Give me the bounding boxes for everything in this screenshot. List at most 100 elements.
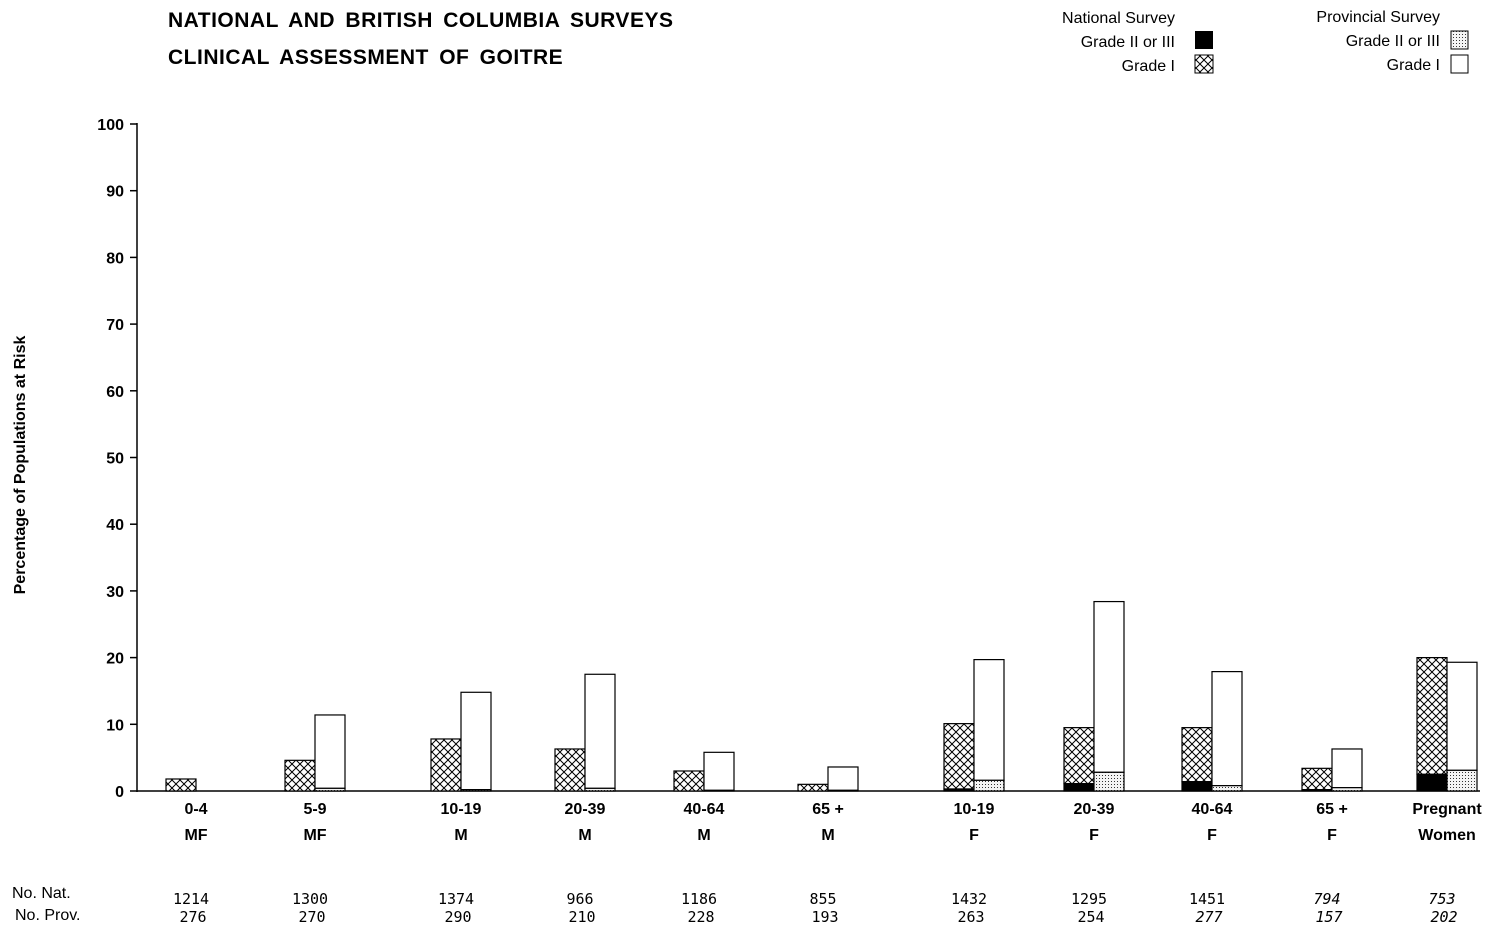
bar-provincial-grade23 bbox=[584, 787, 616, 792]
x-category-age-label: 20-39 bbox=[1074, 801, 1115, 818]
n-national-value: 1300 bbox=[292, 890, 328, 908]
n-national-value: 1214 bbox=[173, 890, 209, 908]
bar-provincial-grade1 bbox=[1211, 671, 1243, 787]
legend-provincial-grade1-swatch bbox=[1450, 54, 1469, 74]
y-tick-label: 80 bbox=[106, 250, 124, 267]
x-category-group-label: F bbox=[1327, 827, 1337, 844]
y-tick-label: 10 bbox=[106, 717, 124, 734]
legend-national-heading: National Survey bbox=[1062, 10, 1175, 27]
bar-national-grade1 bbox=[165, 778, 197, 792]
bar-national-grade1 bbox=[943, 723, 975, 790]
x-category-group-label: M bbox=[578, 827, 591, 844]
x-category-group-label: F bbox=[969, 827, 979, 844]
legend: National Survey Grade II or III Grade I … bbox=[1062, 9, 1469, 75]
x-category-group-label: MF bbox=[184, 827, 207, 844]
x-category-group-label: F bbox=[1089, 827, 1099, 844]
chart-title-line-1: NATIONAL AND BRITISH COLUMBIA SURVEYS bbox=[168, 9, 674, 32]
x-category-group-label: Women bbox=[1418, 827, 1475, 844]
x-category-age-label: 5-9 bbox=[303, 801, 326, 818]
n-provincial-value: 277 bbox=[1195, 908, 1222, 926]
x-category-age-label: 0-4 bbox=[184, 801, 207, 818]
legend-national-grade23-label: Grade II or III bbox=[1081, 34, 1175, 51]
bar-provincial-grade23 bbox=[1211, 785, 1243, 792]
x-category-age-label: 40-64 bbox=[1192, 801, 1233, 818]
x-category-age-label: 10-19 bbox=[954, 801, 995, 818]
bar-provincial-grade1 bbox=[584, 673, 616, 789]
bar-national-grade1 bbox=[430, 738, 462, 792]
n-national-value: 1186 bbox=[681, 890, 717, 908]
n-provincial-value: 157 bbox=[1315, 908, 1342, 926]
x-category-group-label: MF bbox=[303, 827, 326, 844]
legend-provincial-grade23-label: Grade II or III bbox=[1346, 33, 1440, 50]
n-national-value: 1295 bbox=[1071, 890, 1107, 908]
y-tick-label: 60 bbox=[106, 384, 124, 401]
n-provincial-value: 263 bbox=[957, 908, 984, 926]
legend-national-grade23-swatch bbox=[1195, 31, 1213, 49]
bar-national-grade1 bbox=[1301, 767, 1333, 791]
bar-national-grade1 bbox=[284, 759, 316, 792]
bar-provincial-grade23 bbox=[1093, 771, 1125, 792]
x-category-age-label: 65 + bbox=[1316, 801, 1348, 818]
n-national-value: 753 bbox=[1428, 890, 1455, 908]
bar-national-grade1 bbox=[673, 770, 705, 792]
x-category-group-label: M bbox=[697, 827, 710, 844]
row-label-national: No. Nat. bbox=[12, 885, 71, 902]
bar-national-grade23 bbox=[1063, 783, 1095, 792]
bar-national-grade1 bbox=[1416, 656, 1448, 775]
n-provincial-value: 202 bbox=[1430, 908, 1457, 926]
bar-provincial-grade23 bbox=[1331, 787, 1363, 792]
bar-provincial-grade1 bbox=[827, 766, 859, 791]
bar-national-grade23 bbox=[1416, 773, 1448, 792]
n-provincial-value: 254 bbox=[1077, 908, 1104, 926]
bar-provincial-grade23 bbox=[973, 779, 1005, 792]
bar-national-grade1 bbox=[554, 748, 586, 792]
n-national-value: 1374 bbox=[438, 890, 474, 908]
row-label-provincial: No. Prov. bbox=[15, 907, 81, 924]
y-tick-label: 50 bbox=[106, 451, 124, 468]
y-tick-label: 30 bbox=[106, 584, 124, 601]
bar-provincial-grade23 bbox=[703, 789, 735, 792]
bar-provincial-grade1 bbox=[703, 751, 735, 791]
bar-national-grade1 bbox=[1181, 727, 1213, 783]
legend-provincial-heading: Provincial Survey bbox=[1316, 9, 1440, 26]
bar-provincial-grade23 bbox=[314, 787, 346, 792]
chart-title-line-2: CLINICAL ASSESSMENT OF GOITRE bbox=[168, 46, 564, 69]
bar-provincial-grade23 bbox=[460, 789, 492, 792]
x-category-group-label: M bbox=[821, 827, 834, 844]
bar-national-grade23 bbox=[1181, 781, 1213, 792]
n-provincial-value: 210 bbox=[568, 908, 595, 926]
bar-provincial-grade1 bbox=[460, 691, 492, 791]
y-tick-label: 100 bbox=[97, 117, 124, 134]
bars bbox=[165, 600, 1478, 792]
n-national-value: 966 bbox=[566, 890, 593, 908]
x-category-age-label: 65 + bbox=[812, 801, 844, 818]
n-national-value: 794 bbox=[1313, 890, 1340, 908]
bar-national-grade23 bbox=[1301, 789, 1333, 792]
bar-provincial-grade23 bbox=[827, 789, 859, 792]
n-provincial-value: 276 bbox=[179, 908, 206, 926]
n-national-value: 1432 bbox=[951, 890, 987, 908]
x-category-age-label: 10-19 bbox=[441, 801, 482, 818]
n-national-value: 1451 bbox=[1189, 890, 1225, 908]
bar-provincial-grade1 bbox=[314, 714, 346, 789]
y-tick-label: 20 bbox=[106, 651, 124, 668]
n-provincial-value: 228 bbox=[687, 908, 714, 926]
bar-national-grade1 bbox=[797, 783, 829, 792]
y-tick-label: 0 bbox=[115, 784, 124, 801]
bar-provincial-grade1 bbox=[1331, 748, 1363, 789]
legend-provincial-grade1-label: Grade I bbox=[1387, 57, 1440, 74]
y-axis-label: Percentage of Populations at Risk bbox=[12, 336, 29, 595]
n-provincial-value: 193 bbox=[811, 908, 838, 926]
bar-provincial-grade23 bbox=[1446, 769, 1478, 792]
x-category-age-label: Pregnant bbox=[1412, 801, 1482, 818]
n-provincial-value: 270 bbox=[298, 908, 325, 926]
n-provincial-value: 290 bbox=[444, 908, 471, 926]
y-tick-label: 40 bbox=[106, 517, 124, 534]
x-category-group-label: F bbox=[1207, 827, 1217, 844]
legend-national-grade1-label: Grade I bbox=[1122, 58, 1175, 75]
bar-provincial-grade1 bbox=[973, 659, 1005, 781]
x-category-group-label: M bbox=[454, 827, 467, 844]
y-tick-label: 70 bbox=[106, 317, 124, 334]
